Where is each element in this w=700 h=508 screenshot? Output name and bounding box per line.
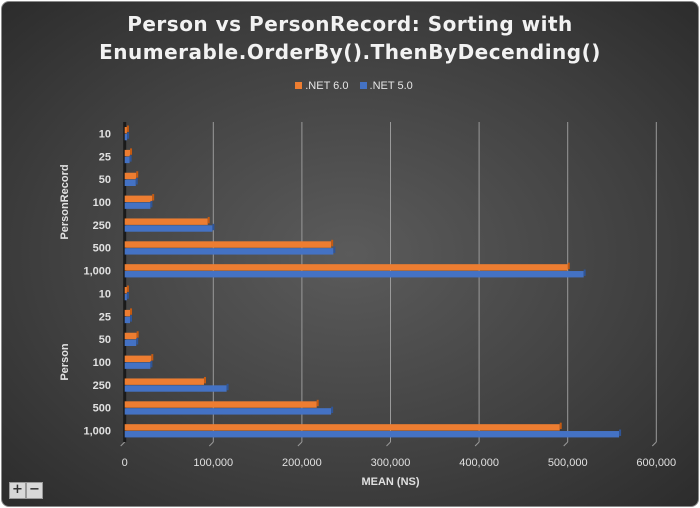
bar-net50 <box>124 408 332 415</box>
x-axis-title: MEAN (NS) <box>361 476 419 488</box>
bar-net60 <box>124 424 560 431</box>
bar-net60 <box>124 287 127 294</box>
x-tick <box>563 441 569 447</box>
bar-side <box>226 383 229 391</box>
category-label: 10 <box>99 288 111 300</box>
legend-label-net5: .NET 5.0 <box>369 80 413 92</box>
bar-net60 <box>124 127 127 134</box>
bar-net60 <box>124 401 317 408</box>
bar-net50 <box>124 362 151 369</box>
category-label: 1,000 <box>83 426 111 438</box>
bar-side <box>135 178 138 185</box>
bar-side <box>316 399 319 407</box>
category-label: 25 <box>99 311 111 323</box>
bar-net50 <box>124 248 334 255</box>
legend-swatch-net6 <box>295 82 303 89</box>
bar-side <box>151 354 154 361</box>
x-tick <box>208 441 214 447</box>
bar-net50 <box>124 431 620 438</box>
bar-net60 <box>124 378 204 385</box>
bar-side <box>559 422 562 430</box>
category-label: 500 <box>93 403 111 415</box>
bar-net50 <box>124 156 130 164</box>
bar-net50 <box>124 385 227 392</box>
x-tick-label: 100,000 <box>193 457 233 469</box>
bar-side <box>127 132 130 139</box>
bar-net60 <box>124 309 131 317</box>
zoom-out-button[interactable]: − <box>26 482 43 499</box>
bar-net50 <box>124 202 151 209</box>
category-label: 25 <box>99 151 111 163</box>
bar-net50 <box>124 316 131 324</box>
bar-side <box>619 429 622 436</box>
bar-side <box>126 285 129 292</box>
bar-side <box>212 223 215 231</box>
x-tick-label: 200,000 <box>282 457 322 469</box>
chart-title-line-2: Enumerable.OrderBy().ThenByDecending() <box>99 40 601 64</box>
bar-side <box>136 338 139 345</box>
bar-net60 <box>124 172 137 180</box>
bar-side <box>136 171 139 178</box>
bar-side <box>150 200 153 208</box>
x-tick <box>651 441 657 447</box>
bar-net60 <box>124 218 208 225</box>
bar-net60 <box>124 355 152 362</box>
category-label: 500 <box>93 243 111 255</box>
zoom-in-button[interactable]: + <box>9 482 26 499</box>
x-tick-label: 600,000 <box>636 457 676 469</box>
category-label: 1,000 <box>83 266 111 278</box>
category-label: 50 <box>99 174 111 186</box>
x-tick <box>120 441 126 447</box>
bar-side <box>152 194 155 201</box>
bar-side <box>583 269 586 276</box>
bar-net50 <box>124 339 137 346</box>
category-label: 100 <box>93 357 111 369</box>
bar-side <box>126 125 129 132</box>
bar-net60 <box>124 332 137 340</box>
bar-side <box>567 262 570 270</box>
bar-net50 <box>124 225 213 232</box>
x-tick-label: 300,000 <box>371 457 411 469</box>
x-tick <box>297 441 303 447</box>
bar-net50 <box>124 293 127 301</box>
category-label: 250 <box>93 380 111 392</box>
bar-net60 <box>124 149 131 157</box>
bar-side <box>136 331 139 338</box>
category-label: 50 <box>99 334 111 346</box>
legend-label-net6: .NET 6.0 <box>305 80 349 92</box>
group-label: Person <box>59 343 71 381</box>
bar-side <box>130 315 133 322</box>
bar-net60 <box>124 264 568 271</box>
bar-side <box>130 148 133 155</box>
bar-side <box>333 246 336 254</box>
x-tick-label: 500,000 <box>548 457 588 469</box>
bar-side <box>129 155 132 162</box>
x-tick <box>386 441 391 447</box>
bar-side <box>150 360 153 368</box>
category-label: 10 <box>99 128 111 140</box>
group-label: PersonRecord <box>59 164 71 239</box>
bar-side <box>331 239 334 247</box>
bar-side <box>203 376 206 384</box>
x-tick-label: 0 <box>122 457 128 469</box>
chart-title-line-1: Person vs PersonRecord: Sorting with <box>127 12 573 36</box>
bar-side <box>126 292 129 299</box>
bar-net50 <box>124 133 128 141</box>
bar-net50 <box>124 179 136 186</box>
bar-side <box>331 406 334 414</box>
category-label: 100 <box>93 197 111 209</box>
bar-side <box>207 216 210 224</box>
x-tick <box>474 441 480 447</box>
bar-net60 <box>124 241 332 248</box>
legend: .NET 6.0 .NET 5.0 <box>0 80 700 92</box>
bar-net50 <box>124 271 584 278</box>
legend-swatch-net5 <box>359 82 367 89</box>
category-label: 250 <box>93 220 111 232</box>
x-tick-label: 400,000 <box>459 457 499 469</box>
bar-net60 <box>124 195 153 202</box>
bar-side <box>130 308 133 315</box>
